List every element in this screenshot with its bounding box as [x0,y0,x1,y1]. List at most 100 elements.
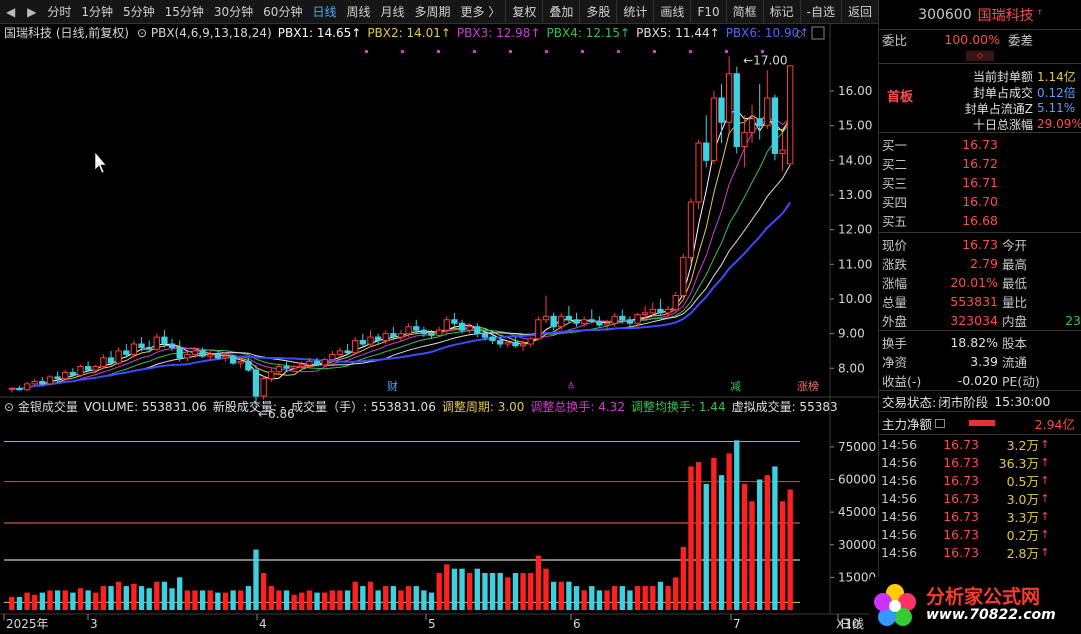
event-marker[interactable]: 减 [730,380,741,393]
candle-body [466,326,473,331]
candle-body [54,376,61,380]
candle-body [374,336,382,342]
expand-toggle[interactable]: ◇ [879,49,1081,63]
limit-info-row: 封单占成交 0.12倍 [959,84,1081,100]
candle-body [519,343,527,347]
candle-body [62,371,69,380]
pin-icon[interactable]: ᵀ [1037,8,1042,21]
bid-price: 16.71 [962,175,998,190]
close-pane-icon[interactable] [811,26,825,40]
quote-label: 总量 [882,295,908,310]
volume-bar [344,590,351,610]
volume-bar [413,586,419,610]
candle-body [458,322,466,331]
volume-bar [528,573,534,610]
mainflow-row: 主力净额 2.94亿 [879,412,1081,434]
event-marker[interactable]: 涨榜 [797,379,819,393]
volume-bar [688,466,694,610]
volume-bar [428,592,435,610]
signal-dot [545,50,548,53]
period-tab[interactable]: 周线 [346,5,371,19]
volume-bar [62,590,68,610]
event-marker-icon[interactable]: ≙ [567,381,575,393]
volume-bar [337,590,343,610]
status-time: 15:30:00 [994,393,1051,409]
expand-icon[interactable]: ◇ [966,51,994,61]
toolbar-button[interactable]: 统计 [616,0,653,24]
period-tab[interactable]: 日线 [312,5,337,19]
candle-body [588,319,595,322]
candle-body [260,378,267,397]
volume-bar [260,573,267,610]
volume-bar [642,586,648,610]
period-tab[interactable]: 30分钟 [213,5,254,19]
candle-body [481,333,489,338]
flower-logo-icon [874,583,916,626]
candle-body [558,315,565,328]
volume-bar [268,586,274,610]
volume-bar [772,466,778,610]
toolbar-button[interactable]: 多股 [579,0,616,24]
signal-dot [365,50,368,53]
signal-dot [581,50,584,53]
volume-bar [299,592,305,610]
candle-body [92,366,99,371]
period-tab[interactable]: 1分钟 [81,5,113,19]
candle-body [283,366,290,369]
toolbar-button[interactable]: 画线 [653,0,690,24]
volume-bar [398,590,404,610]
quote-label: 涨幅 [882,276,908,291]
toolbar-button[interactable]: 标记 [762,0,800,24]
toolbar-button[interactable]: 复权 [505,0,542,24]
date-axis-label: 4 [259,617,267,631]
toolbar-button[interactable]: F10 [690,0,725,24]
limit-info: 当前封单额 1.14亿 封单占成交 0.12倍 封单占流通Z 5.11% 十日总涨幅 29.0… [959,68,1081,132]
volume-bar [215,592,221,610]
limit-info-row: 当前封单额 1.14亿 [959,68,1081,84]
chart-canvas[interactable]: 16.00 15.00 14.00 13.00 12.00 11.00 10.00 9.00 8… [0,24,878,634]
candle-body [435,329,443,336]
candle-body [229,355,237,364]
date-axis-label: 7 [733,617,741,631]
candle-body [710,97,718,161]
volume-bar [390,586,397,610]
quote-row: 收益(-) -0.020 PE(动) [882,371,1081,390]
toolbar-button[interactable]: 返回 [840,0,878,24]
candle-body [680,256,687,297]
nav-right-icon[interactable]: ▶ [27,4,37,19]
period-tab[interactable]: 分时 [47,5,72,19]
volume-bar [245,586,252,610]
volume-bar [367,581,374,610]
bid-price: 16.68 [962,213,998,228]
quote-value: 16.73 [962,237,998,252]
quote-row: 现价 16.73 今开 [882,235,1081,254]
candle-body [642,312,649,316]
bid-label: 买二 [882,157,908,172]
volume-bar [749,501,755,610]
volume-bar [436,573,442,610]
tick-direction-icon: ↑ [1040,455,1050,469]
list-icon[interactable] [935,418,946,428]
period-tab[interactable]: 更多 〉 [460,5,501,19]
toolbar-button[interactable]: 简框 [725,0,763,24]
mainflow-bar [969,420,996,426]
period-tab[interactable]: 5分钟 [122,5,155,19]
diamond-icon[interactable]: ◇ [795,27,804,40]
nav-left-icon[interactable]: ◀ [5,4,16,19]
period-tab[interactable]: 月线 [380,5,405,19]
period-tab[interactable]: 多周期 [414,5,451,19]
volume-bar [421,590,427,610]
toolbar-button[interactable]: 叠加 [542,0,579,24]
quote-value-2: 23 [1065,313,1081,328]
volume-bar [154,581,160,610]
period-tab[interactable]: 15分钟 [164,5,204,19]
quote-value: 2.79 [970,256,998,271]
event-marker[interactable]: 财 [387,379,398,393]
price-axis-label: 8.00 [838,361,865,375]
candle-body [596,320,603,326]
quote-value: 3.39 [970,354,998,369]
period-tab[interactable]: 60分钟 [263,5,303,19]
toolbar-button[interactable]: -自选 [799,0,841,24]
tick-price: 16.73 [943,472,979,488]
candle-body [741,132,748,147]
